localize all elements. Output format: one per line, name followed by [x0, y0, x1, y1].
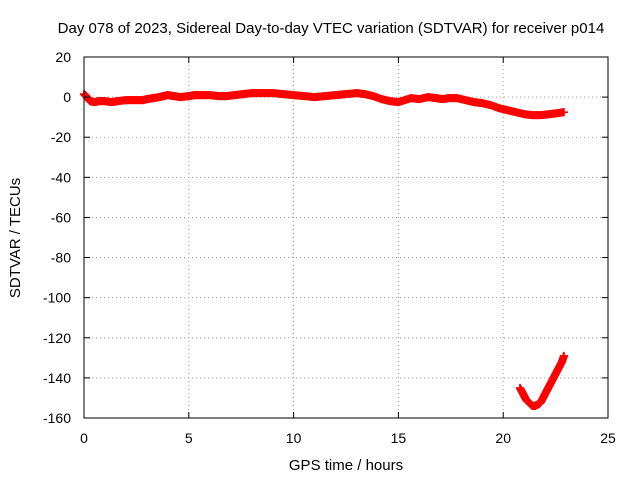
y-tick-label: -120 — [43, 330, 71, 346]
ticks — [83, 56, 609, 419]
y-tick-label: -140 — [43, 370, 71, 386]
x-tick-labels: 0 5 10 15 20 25 — [80, 430, 616, 446]
x-axis-title: GPS time / hours — [289, 457, 403, 474]
y-tick-label: -60 — [51, 209, 71, 225]
y-tick-labels: 20 0 -20 -40 -60 -80 -100 -120 -140 -160 — [43, 49, 71, 426]
x-tick-label: 5 — [185, 430, 193, 446]
plot-frame — [83, 56, 609, 419]
y-tick-label: -80 — [51, 250, 71, 266]
chart-title: Day 078 of 2023, Sidereal Day-to-day VTE… — [58, 20, 605, 37]
data-point-main — [559, 108, 568, 117]
y-tick-label: -100 — [43, 290, 71, 306]
y-axis-title: SDTVAR / TECUs — [7, 178, 24, 298]
x-tick-label: 25 — [600, 430, 616, 446]
data-layer — [80, 89, 568, 410]
y-tick-label: 0 — [63, 89, 71, 105]
grid — [84, 57, 608, 418]
y-tick-label: 20 — [55, 49, 71, 65]
y-tick-label: -40 — [51, 169, 71, 185]
x-tick-label: 10 — [286, 430, 302, 446]
x-tick-label: 15 — [391, 430, 407, 446]
x-tick-label: 0 — [80, 430, 88, 446]
data-point-excursion — [559, 351, 568, 360]
x-tick-label: 20 — [495, 430, 511, 446]
y-tick-label: -20 — [51, 129, 71, 145]
y-tick-label: -160 — [43, 410, 71, 426]
